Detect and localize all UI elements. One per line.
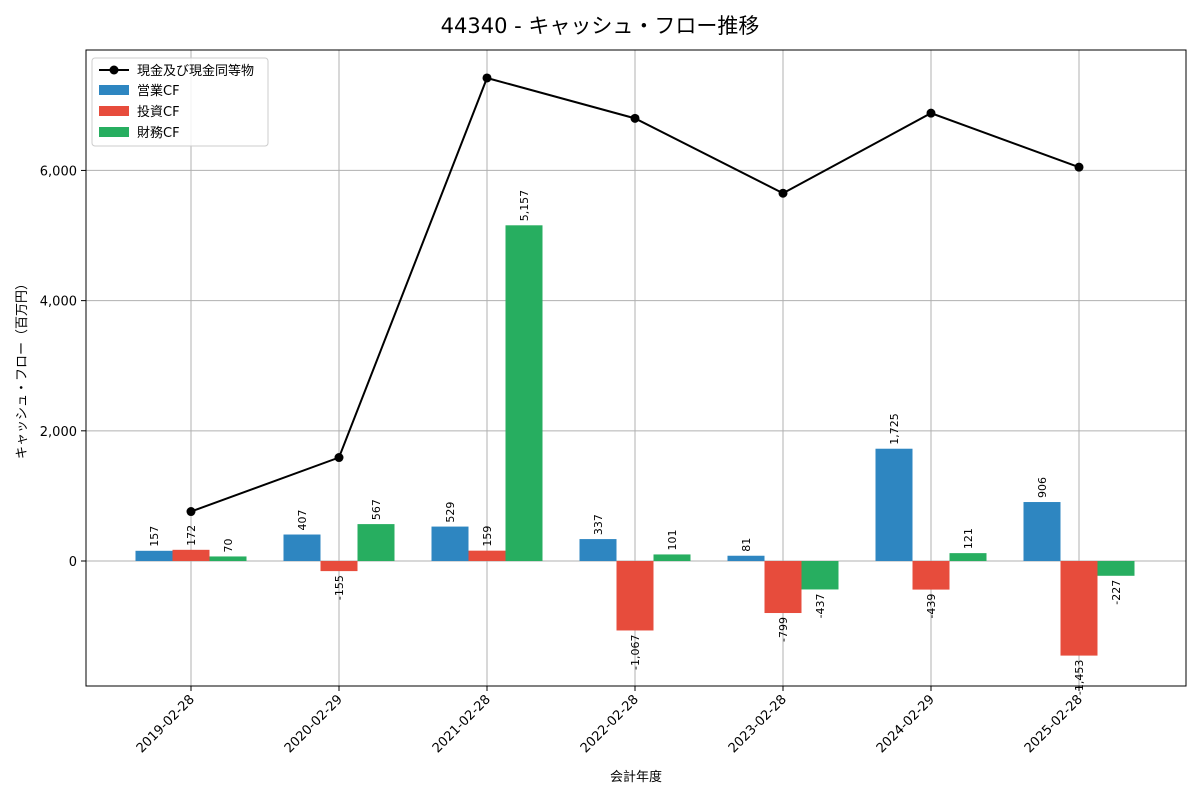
cash-point <box>778 188 788 198</box>
bar-value-label: -799 <box>777 617 790 642</box>
bar-value-label: 121 <box>962 528 975 549</box>
x-tick-label: 2021-02-28 <box>430 692 494 756</box>
bar-value-label: 567 <box>370 499 383 520</box>
bar-value-label: 529 <box>444 502 457 523</box>
legend-swatch-investing <box>99 106 129 116</box>
plot-frame <box>85 49 1187 687</box>
cash-point <box>186 507 196 517</box>
x-tick-label: 2024-02-29 <box>874 692 938 756</box>
x-tick-label: 2023-02-28 <box>726 692 790 756</box>
bar-2 <box>801 561 839 590</box>
y-tick-label: 2,000 <box>40 425 77 440</box>
bar-value-label: 172 <box>185 525 198 546</box>
bar-value-label: -155 <box>333 575 346 600</box>
bar-0 <box>875 448 913 562</box>
bar-value-label: -1,067 <box>629 634 642 669</box>
bar-value-label: 157 <box>148 526 161 547</box>
y-tick-label: 0 <box>69 555 77 570</box>
x-tick-label: 2025-02-28 <box>1022 692 1086 756</box>
bar-2 <box>1097 561 1135 576</box>
legend-label-operating: 営業CF <box>137 83 180 99</box>
bar-0 <box>135 550 173 562</box>
chart-title: 44340 - キャッシュ・フロー推移 <box>441 14 760 38</box>
legend: 現金及び現金同等物 営業CF 投資CF 財務CF <box>91 57 269 147</box>
bar-1 <box>468 550 506 562</box>
bar-value-label: 101 <box>666 529 679 550</box>
bar-0 <box>431 526 469 562</box>
x-tick-label: 2020-02-29 <box>282 692 346 756</box>
bar-0 <box>579 539 617 562</box>
x-tick-label: 2019-02-28 <box>134 692 198 756</box>
bar-value-label: 70 <box>222 538 235 552</box>
y-tick-label: 6,000 <box>40 164 77 179</box>
cash-point <box>926 108 936 118</box>
legend-item-investing: 投資CF <box>99 104 180 120</box>
bar-2 <box>209 556 247 562</box>
legend-box <box>91 57 269 147</box>
bar-value-label: 407 <box>296 510 309 531</box>
bar-1 <box>764 561 802 614</box>
bar-value-label: 337 <box>592 514 605 535</box>
cash-point <box>630 113 640 123</box>
bar-1 <box>616 561 654 631</box>
cash-point <box>1074 162 1084 172</box>
bar-0 <box>283 534 321 562</box>
bar-1 <box>1060 561 1098 656</box>
bar-2 <box>653 554 691 562</box>
axes: 0 2,000 4,000 6,000 2019-02-28 2020-02-29 2021… <box>40 164 1086 756</box>
bar-value-labels: 157 407 529 337 81 1,725 906 172 -155 159 -1,067 -7… <box>148 190 1123 695</box>
bar-value-label: 159 <box>481 526 494 547</box>
x-tick-label: 2022-02-28 <box>578 692 642 756</box>
bar-value-label: 906 <box>1036 477 1049 498</box>
bar-series <box>135 225 1135 656</box>
bar-value-label: -439 <box>925 594 938 619</box>
legend-item-cash: 現金及び現金同等物 <box>99 63 254 79</box>
cash-point <box>334 453 344 463</box>
bar-2 <box>949 553 987 562</box>
y-axis-label: キャッシュ・フロー（百万円） <box>15 277 30 459</box>
bar-1 <box>320 561 358 572</box>
bar-value-label: 1,725 <box>888 413 901 445</box>
legend-item-financing: 財務CF <box>99 126 180 141</box>
bar-value-label: -227 <box>1110 580 1123 605</box>
cash-line-series <box>186 73 1084 517</box>
bar-value-label: 81 <box>740 538 753 552</box>
bar-2 <box>505 225 543 562</box>
bar-0 <box>727 555 765 562</box>
legend-label-financing: 財務CF <box>137 126 180 141</box>
legend-item-operating: 営業CF <box>99 83 180 99</box>
y-tick-label: 4,000 <box>40 295 77 310</box>
bar-value-label: -437 <box>814 593 827 618</box>
legend-label-cash: 現金及び現金同等物 <box>137 63 254 79</box>
bar-1 <box>912 561 950 590</box>
bar-value-label: 5,157 <box>518 190 531 222</box>
x-axis-label: 会計年度 <box>610 769 662 785</box>
bar-0 <box>1023 502 1061 562</box>
legend-label-investing: 投資CF <box>137 104 180 120</box>
bar-1 <box>172 549 210 562</box>
bar-2 <box>357 524 395 562</box>
legend-swatch-operating <box>99 85 129 95</box>
cash-point <box>482 73 492 83</box>
legend-marker-swatch <box>109 65 119 75</box>
legend-swatch-financing <box>99 127 129 137</box>
